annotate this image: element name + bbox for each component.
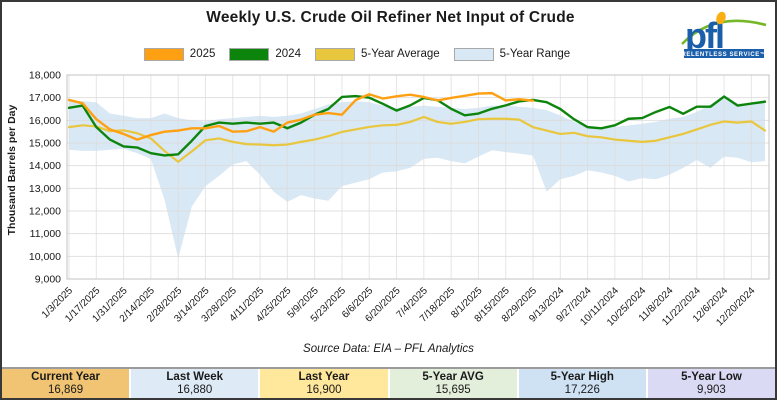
stat-label: 5-Year Low xyxy=(681,371,742,383)
stat-cell-5-year-low: 5-Year Low 9,903 xyxy=(647,369,775,398)
stat-cell-5-year-high: 5-Year High 17,226 xyxy=(518,369,646,398)
stat-label: 5-Year High xyxy=(550,371,614,383)
y-tick-label: 15,000 xyxy=(29,138,61,150)
legend-swatch-icon xyxy=(453,47,494,61)
logo-tagline: RELENTLESS SERVICE™ xyxy=(682,51,767,58)
stat-value: 15,695 xyxy=(435,384,471,397)
stat-value: 16,900 xyxy=(306,384,342,397)
stat-value: 16,869 xyxy=(47,384,84,397)
y-tick-label: 16,000 xyxy=(29,115,61,127)
legend-label: 2024 xyxy=(275,48,301,60)
y-tick-label: 12,000 xyxy=(29,206,61,218)
legend-item-5-year-range: 5-Year Range xyxy=(453,47,571,61)
stat-cell-last-year: Last Year 16,900 xyxy=(260,369,388,398)
stat-value: 16,880 xyxy=(177,384,213,397)
pfl-logo: pfl RELENTLESS SERVICE™ xyxy=(680,7,768,59)
y-tick-label: 10,000 xyxy=(29,251,61,263)
stat-label: Last Week xyxy=(166,371,224,383)
legend-label: 2025 xyxy=(189,48,216,60)
stat-value: 9,903 xyxy=(697,384,726,397)
legend-swatch-icon xyxy=(314,47,355,61)
page-title: Weekly U.S. Crude Oil Refiner Net Input … xyxy=(206,9,575,26)
y-tick-label: 18,000 xyxy=(29,70,61,82)
series-line-2024 xyxy=(67,94,767,157)
legend-item-5-year-average: 5-Year Average xyxy=(314,47,440,61)
summary-stats-bar: Current Year 16,869 Last Week 16,880 Last Ye… xyxy=(2,367,775,398)
y-tick-label: 9,000 xyxy=(35,274,61,286)
logo-flame-icon xyxy=(716,11,726,25)
line-chart: 9,000 10,000 11,000 12,000 13,000 14,000 15,00… xyxy=(29,70,770,329)
y-tick-label: 17,000 xyxy=(29,92,61,104)
legend-item-2025: 2025 xyxy=(143,47,216,61)
legend-swatch-icon xyxy=(143,47,184,61)
legend-label: 5-Year Range xyxy=(499,48,571,60)
y-tick-label: 14,000 xyxy=(29,160,61,172)
legend-label: 5-Year Average xyxy=(360,48,440,60)
y-tick-label: 13,000 xyxy=(29,183,61,195)
legend-swatch-icon xyxy=(229,47,270,61)
y-tick-label: 11,000 xyxy=(30,228,61,240)
plot-border xyxy=(66,74,770,280)
stat-cell-last-week: Last Week 16,880 xyxy=(131,369,259,398)
stat-cell-5-year-avg: 5-Year AVG 15,695 xyxy=(389,369,517,398)
source-note: Source Data: EIA – PFL Analytics xyxy=(303,343,474,355)
stat-label: Current Year xyxy=(31,371,100,383)
stat-label: Last Year xyxy=(298,371,350,383)
stat-label: 5-Year AVG xyxy=(422,371,484,383)
chart-legend: 2025 2024 5-Year Average 5-Year Range xyxy=(2,45,712,63)
series-line-2025 xyxy=(67,91,535,141)
series-line-5-year-average xyxy=(67,115,767,163)
legend-item-2024: 2024 xyxy=(229,47,301,61)
stat-value: 17,226 xyxy=(564,384,600,397)
stat-cell-current-year: Current Year 16,869 xyxy=(2,369,130,398)
